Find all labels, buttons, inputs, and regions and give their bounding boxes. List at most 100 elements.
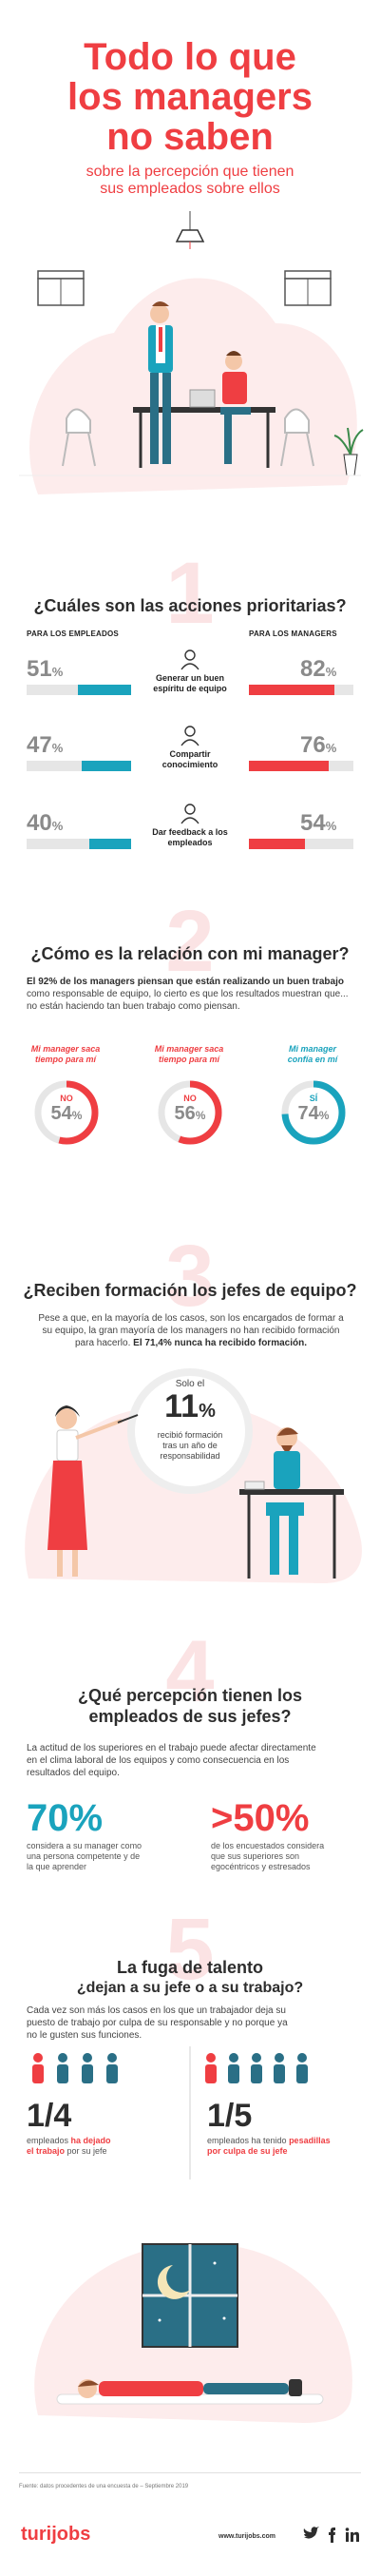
stat-1-5-value: 1/5: [207, 2098, 253, 2134]
managers-pct-1: 76%: [300, 732, 337, 758]
feedback-icon: [180, 804, 200, 824]
person-icon: [57, 2064, 68, 2083]
person-icon: [252, 2053, 261, 2063]
section5-divider: [189, 2046, 191, 2179]
title-line-2: los managers: [67, 76, 313, 118]
subtitle-line-2: sus empleados sobre ellos: [100, 181, 280, 197]
title-line-1: Todo lo que: [84, 36, 296, 78]
social-icons: [303, 2527, 359, 2543]
person-icon: [33, 2053, 43, 2063]
ring-arc-0: [34, 1080, 99, 1145]
action-label-1: Compartir conocimiento: [162, 749, 218, 769]
ring-label-2: Mi manager confía en mí: [287, 1044, 338, 1064]
employees-bar-fill-2: [89, 839, 131, 849]
person-icon: [205, 2064, 217, 2083]
col-employees-header: PARA LOS EMPLEADOS: [27, 629, 119, 638]
window-left-icon: [37, 270, 85, 306]
managers-bar-fill-1: [249, 761, 329, 771]
person-icon: [228, 2064, 239, 2083]
section4-paragraph: La actitud de los superiores en el traba…: [27, 1743, 316, 1778]
employees-bar-0: [27, 685, 131, 695]
moon-icon: [157, 2265, 190, 2299]
section-number-3: 3: [165, 1228, 215, 1325]
footer-source: Fuente: datos procedentes de una encuest…: [19, 2484, 189, 2489]
footer-divider: [19, 2472, 361, 2473]
ring-text-2: SÍ 74%: [297, 1094, 330, 1124]
facebook-icon[interactable]: [329, 2528, 335, 2543]
person-icon: [82, 2064, 93, 2083]
stat-70-value: 70%: [27, 1797, 104, 1839]
ring-arc-2: [281, 1080, 346, 1145]
ring-text-1: NO 56%: [174, 1094, 206, 1124]
stat-50-value: >50%: [211, 1797, 310, 1839]
person-icon: [107, 2053, 117, 2063]
col-managers-header: PARA LOS MANAGERS: [249, 629, 337, 638]
person-icon: [229, 2053, 238, 2063]
ring-chart-1: [158, 1080, 222, 1145]
team-icon: [180, 649, 200, 670]
ring-chart-0: [34, 1080, 99, 1145]
training-stat-circle: Solo el 11% recibió formación tras un añ…: [157, 1379, 223, 1461]
person-icon: [296, 2064, 308, 2083]
managers-bar-0: [249, 685, 353, 695]
section5-subtitle: ¿dejan a su jefe o a su trabajo?: [76, 1980, 304, 1996]
ring-arc-1: [158, 1080, 222, 1145]
action-label-0: Generar un buen espíritu de equipo: [153, 673, 227, 693]
person-icon: [297, 2053, 307, 2063]
subtitle-line-1: sobre la percepción que tienen: [86, 164, 294, 180]
linkedin-icon[interactable]: [345, 2528, 359, 2542]
ring-label-1: Mi manager saca tiempo para mí: [154, 1044, 224, 1064]
section-number-1: 1: [165, 545, 215, 642]
person-icon: [251, 2064, 262, 2083]
ring-label-0: Mi manager saca tiempo para mí: [30, 1044, 101, 1064]
person-icon: [106, 2064, 118, 2083]
managers-bar-2: [249, 839, 353, 849]
twitter-icon[interactable]: [303, 2527, 319, 2539]
window-right-icon: [284, 270, 332, 306]
employees-bar-fill-0: [77, 685, 131, 695]
person-icon: [83, 2053, 92, 2063]
section2-paragraph: El 92% de los managers piensan que están…: [27, 977, 349, 1012]
person-icon: [274, 2064, 285, 2083]
head-icon: [180, 726, 200, 746]
managers-pct-0: 82%: [300, 656, 337, 682]
section1-title: ¿Cuáles son las acciones prioritarias?: [33, 596, 347, 615]
section3-paragraph: Pese a que, en la mayoría de los casos, …: [38, 1313, 344, 1348]
section-number-2: 2: [165, 893, 215, 990]
section3-title: ¿Reciben formación los jefes de equipo?: [23, 1281, 357, 1300]
stat-70-text: considera a su manager como una persona …: [27, 1841, 142, 1871]
training-illustration: [25, 1368, 362, 1583]
employees-bar-fill-1: [82, 761, 131, 771]
employees-pct-2: 40%: [27, 810, 64, 836]
section-number-4: 4: [165, 1623, 215, 1720]
employees-bar-2: [27, 839, 131, 849]
managers-bar-fill-0: [249, 685, 335, 695]
person-icon: [32, 2064, 44, 2083]
stat-50-text: de los encuestados considera que sus sup…: [211, 1841, 325, 1871]
ring-chart-2: [281, 1080, 346, 1145]
section4-title-line-1: ¿Qué percepción tienen los: [77, 1686, 303, 1705]
person-icon: [58, 2053, 67, 2063]
employees-bar-1: [27, 761, 131, 771]
footer-url[interactable]: www.turijobs.com: [218, 2533, 276, 2540]
title-line-3: no saben: [106, 116, 274, 158]
employees-pct-0: 51%: [27, 656, 64, 682]
ring-text-0: NO 54%: [50, 1094, 83, 1124]
stat-1-5-text: empleados ha tenido pesadillas por culpa…: [207, 2136, 331, 2156]
section5-title: La fuga de talento: [116, 1958, 263, 1977]
section-number-5: 5: [165, 1901, 215, 1998]
managers-bar-fill-2: [249, 839, 306, 849]
managers-bar-1: [249, 761, 353, 771]
section2-title: ¿Cómo es la relación con mi manager?: [30, 944, 350, 963]
stat-1-4-value: 1/4: [27, 2098, 72, 2134]
action-label-2: Dar feedback a los empleados: [152, 827, 228, 847]
person-icon: [275, 2053, 284, 2063]
hero-office-illustration: [19, 211, 364, 494]
person-icon: [206, 2053, 216, 2063]
employees-pct-1: 47%: [27, 732, 64, 758]
section4-title-line-2: empleados de sus jefes?: [88, 1707, 292, 1726]
training-stat-value: 11: [164, 1388, 200, 1424]
turijobs-logo[interactable]: turijobs: [21, 2524, 91, 2545]
stat-1-4-text: empleados ha dejado el trabajo por su je…: [27, 2136, 111, 2156]
nightmare-illustration: [34, 2243, 352, 2423]
